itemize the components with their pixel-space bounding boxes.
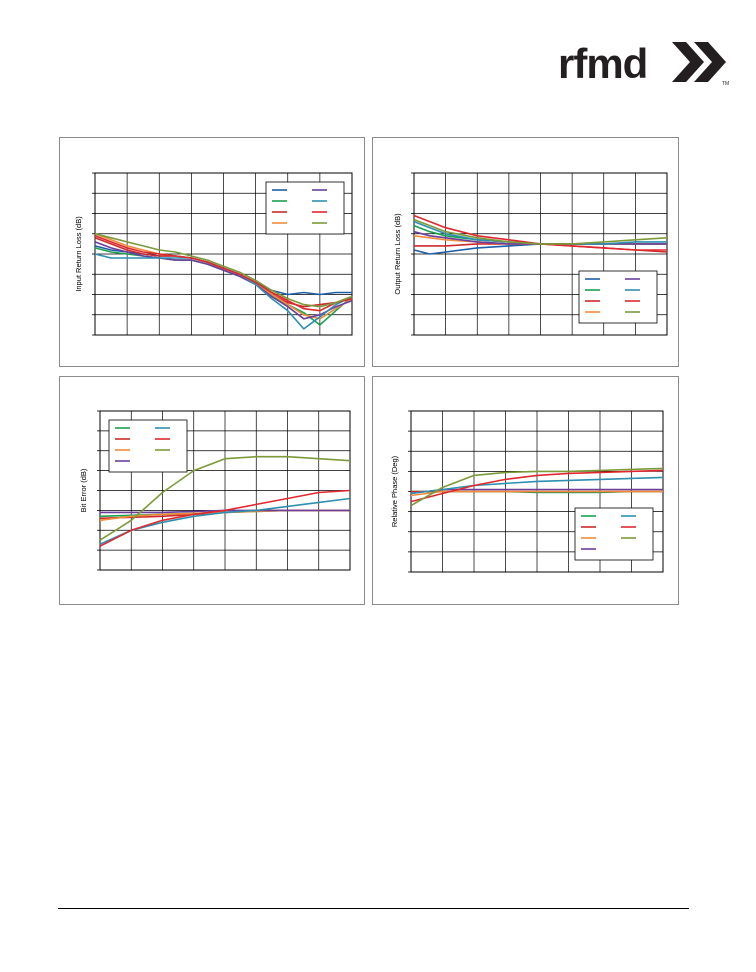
chart-panel-relative-phase: Relative Phase (Deg) (372, 376, 679, 605)
series-line-7 (413, 214, 667, 251)
chart-panel-output-return-loss: Output Return Loss (dB) (372, 137, 679, 367)
legend (578, 270, 658, 324)
legend (265, 181, 345, 235)
series-line-6 (410, 469, 664, 503)
series-line-5 (94, 241, 353, 320)
series-line-5 (410, 476, 664, 495)
series-line-4 (410, 488, 663, 495)
footer-rule (58, 908, 689, 909)
series-line-7 (99, 455, 351, 541)
y-axis-label: Relative Phase (Deg) (390, 455, 399, 527)
trademark-mark: TM (722, 81, 729, 86)
y-axis-label: Output Return Loss (dB) (393, 213, 402, 295)
y-axis-label: Bit Error (dB) (79, 468, 88, 512)
chart-bit-error: Bit Error (dB) (79, 410, 351, 571)
chevron-icon (672, 42, 704, 82)
series-line-5 (413, 230, 667, 245)
chart-panel-input-return-loss: Input Return Loss (dB) (59, 137, 365, 367)
series-line-6 (99, 489, 351, 547)
chart-output-return-loss: Output Return Loss (dB) (393, 172, 668, 336)
legend (574, 507, 654, 561)
chart-panel-bit-error: Bit Error (dB) (59, 376, 365, 605)
legend (108, 419, 188, 473)
series-line-8 (94, 233, 353, 308)
series-line-7 (410, 467, 664, 507)
chevron-icon (694, 42, 726, 82)
chart-input-return-loss: Input Return Loss (dB) (74, 172, 353, 336)
chart-relative-phase: Relative Phase (Deg) (390, 410, 664, 573)
series-line-8 (413, 218, 668, 245)
series-line-7 (94, 235, 353, 312)
rfmd-logo: rfmd TM (558, 40, 729, 86)
logo-wordmark: rfmd (558, 40, 647, 86)
y-axis-label: Input Return Loss (dB) (74, 216, 83, 292)
